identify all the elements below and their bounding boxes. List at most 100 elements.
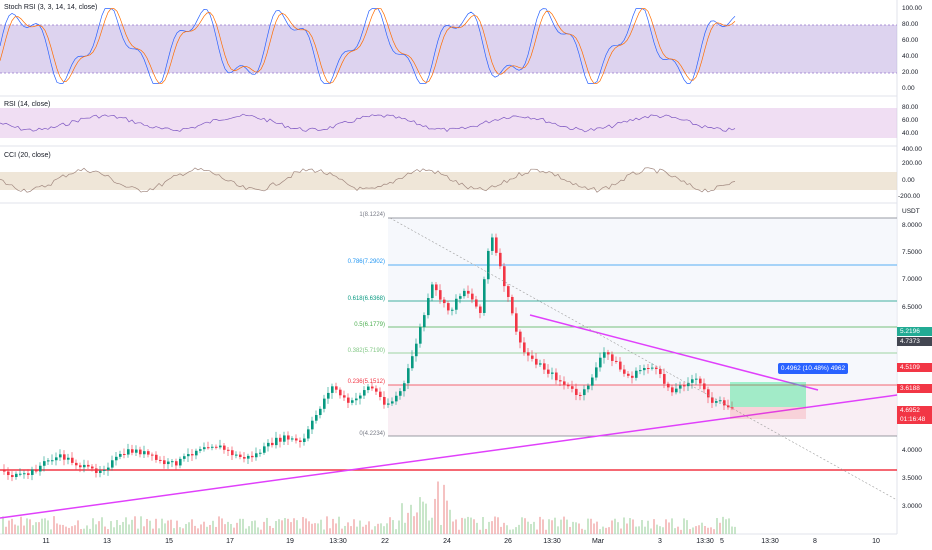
volume-bar <box>449 509 451 534</box>
volume-bar <box>428 520 430 534</box>
candle-body <box>607 352 610 355</box>
volume-bar <box>323 529 325 534</box>
candle-body <box>143 451 146 455</box>
candle-body <box>675 388 678 393</box>
volume-bar <box>68 527 70 534</box>
volume-bar <box>422 501 424 534</box>
volume-bar <box>11 518 13 534</box>
candle-body <box>275 437 278 446</box>
candle-body <box>659 369 662 375</box>
candle-body <box>395 395 398 402</box>
fib-label-0618[interactable]: 0.618(6.6368) <box>347 296 385 302</box>
cci-title[interactable]: CCI (20, close) <box>4 152 51 159</box>
fib-label-0382[interactable]: 0.382(5.7190) <box>347 348 385 354</box>
volume-bar <box>20 516 22 534</box>
x-label: 13:30 <box>543 538 561 545</box>
volume-bar <box>692 527 694 534</box>
stoch-d-line <box>0 8 736 84</box>
candle-body <box>471 293 474 300</box>
candle-body <box>127 449 130 455</box>
candle-body <box>567 384 570 387</box>
volume-bar <box>326 516 328 534</box>
candle-body <box>375 388 378 392</box>
volume-bar <box>203 521 205 534</box>
volume-bar <box>440 524 442 534</box>
cci-scale-minus200: -200.00 <box>898 193 921 200</box>
candle-body <box>519 331 522 343</box>
volume-bar <box>53 516 55 534</box>
rsi-scale-80: 80.00 <box>902 104 919 111</box>
stoch-scale-40: 40.00 <box>902 53 919 60</box>
volume-bar <box>83 528 85 534</box>
volume-bar <box>77 520 79 534</box>
candle-body <box>219 445 222 448</box>
volume-bar <box>548 519 550 534</box>
volume-bar <box>122 521 124 534</box>
volume-bar <box>593 523 595 534</box>
volume-bar <box>158 528 160 534</box>
fib-label-05[interactable]: 0.5(6.1779) <box>354 322 385 328</box>
candle-body <box>23 473 26 475</box>
volume-bar <box>644 526 646 534</box>
candle-body <box>339 389 342 396</box>
candle-body <box>47 460 50 462</box>
measure-label[interactable]: 0.4962 (10.48%) 4962 <box>778 363 848 374</box>
volume-bar <box>632 519 634 534</box>
candle-body <box>711 397 714 403</box>
candle-body <box>595 367 598 378</box>
candle-body <box>671 387 674 393</box>
candle-body <box>111 460 114 468</box>
cci-line <box>0 167 736 193</box>
fib-label-0[interactable]: 0(4.2234) <box>359 431 385 437</box>
stoch-rsi-title[interactable]: Stoch RSI (3, 3, 14, 14, close) <box>4 4 98 11</box>
fib-label-0236[interactable]: 0.236(5.1512) <box>347 379 385 385</box>
volume-bar <box>431 517 433 534</box>
x-label: 15 <box>165 538 173 545</box>
volume-bar <box>533 521 535 534</box>
price-scale-8: 8.0000 <box>902 222 922 229</box>
candle-body <box>211 446 214 448</box>
candle-body <box>423 315 426 328</box>
x-label: 17 <box>226 538 234 545</box>
candle-body <box>235 454 238 456</box>
candle-body <box>459 296 462 299</box>
volume-bar <box>287 518 289 534</box>
volume-bar <box>14 524 16 534</box>
volume-bar <box>614 518 616 534</box>
candle-body <box>719 400 722 402</box>
volume-bar <box>29 519 31 534</box>
volume-bar <box>731 526 733 534</box>
rsi-title[interactable]: RSI (14, close) <box>4 101 51 108</box>
fib-label-0786[interactable]: 0.786(7.2902) <box>347 259 385 265</box>
candle-body <box>499 252 502 267</box>
volume-bar <box>134 516 136 534</box>
volume-bar <box>218 516 220 534</box>
candle-body <box>419 327 422 344</box>
volume-bar <box>179 527 181 534</box>
candle-body <box>63 454 66 460</box>
volume-bar <box>551 520 553 534</box>
volume-bar <box>152 528 154 534</box>
candle-body <box>647 368 650 370</box>
volume-bar <box>308 521 310 534</box>
candle-body <box>27 473 30 475</box>
candle-body <box>559 380 562 382</box>
volume-bar <box>371 529 373 534</box>
volume-bar <box>377 523 379 534</box>
volume-bar <box>302 517 304 534</box>
fib-label-1[interactable]: 1(8.1224) <box>359 212 385 218</box>
candle-body <box>103 469 106 471</box>
volume-bar <box>389 517 391 534</box>
candle-body <box>331 386 334 393</box>
volume-bar <box>512 529 514 534</box>
volume-bar <box>638 526 640 534</box>
current-price-badge: 4.6952 <box>897 406 932 415</box>
volume-bar <box>347 522 349 534</box>
volume-bar <box>611 520 613 534</box>
candle-body <box>223 445 226 450</box>
volume-bar <box>200 524 202 534</box>
candle-body <box>359 395 362 399</box>
candle-body <box>703 383 706 390</box>
rsi-line <box>0 113 736 133</box>
